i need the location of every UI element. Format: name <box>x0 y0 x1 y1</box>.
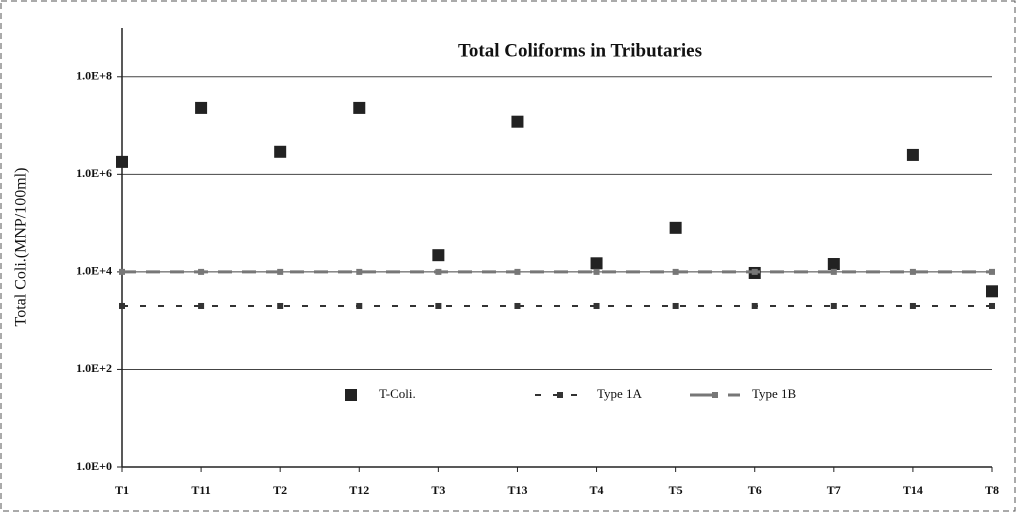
data-point <box>116 155 128 168</box>
data-point <box>909 302 916 309</box>
data-point <box>274 145 287 158</box>
data-point <box>830 302 837 309</box>
data-point <box>590 257 603 270</box>
y-tick-label: 1.0E+4 <box>76 264 112 278</box>
x-tick-label: T2 <box>273 483 287 497</box>
data-point <box>593 268 600 275</box>
x-tick-label: T3 <box>431 483 445 497</box>
x-tick-label: T6 <box>748 483 762 497</box>
data-point <box>511 115 524 128</box>
data-point <box>432 249 445 262</box>
legend-marker <box>712 392 718 398</box>
data-point <box>356 268 363 275</box>
data-point <box>827 258 840 271</box>
y-tick-label: 1.0E+8 <box>76 69 112 83</box>
data-point <box>593 302 600 309</box>
data-point <box>198 268 205 275</box>
data-point <box>195 101 208 114</box>
data-point <box>277 302 284 309</box>
data-point <box>909 268 916 275</box>
chart-title: Total Coliforms in Tributaries <box>458 40 702 61</box>
data-point <box>906 148 919 161</box>
data-point <box>669 221 682 234</box>
legend-label: T-Coli. <box>379 386 416 401</box>
x-tick-label: T14 <box>903 483 923 497</box>
data-point <box>119 268 125 275</box>
data-point <box>989 302 995 309</box>
x-tick-label: T12 <box>349 483 369 497</box>
data-point <box>514 268 521 275</box>
data-point <box>435 268 442 275</box>
x-tick-label: T11 <box>191 483 210 497</box>
x-tick-label: T8 <box>985 483 999 497</box>
legend-marker <box>345 389 357 401</box>
data-point <box>356 302 363 309</box>
data-point <box>198 302 205 309</box>
y-axis-label: Total Coli.(MNP/100ml) <box>13 168 30 327</box>
x-tick-label: T7 <box>827 483 841 497</box>
y-tick-label: 1.0E+6 <box>76 166 112 180</box>
data-point <box>986 285 998 298</box>
y-tick-label: 1.0E+2 <box>76 361 112 375</box>
data-point <box>830 268 837 275</box>
data-point <box>989 268 995 275</box>
data-point <box>672 302 679 309</box>
legend-marker <box>557 392 563 398</box>
data-point <box>277 268 284 275</box>
y-tick-label: 1.0E+0 <box>76 459 112 473</box>
data-point <box>751 268 758 275</box>
data-point <box>435 302 442 309</box>
legend-label: Type 1B <box>752 386 797 401</box>
x-tick-label: T1 <box>115 483 129 497</box>
data-point <box>672 268 679 275</box>
x-tick-label: T13 <box>507 483 527 497</box>
x-tick-label: T5 <box>669 483 683 497</box>
legend-label: Type 1A <box>597 386 643 401</box>
data-point <box>751 302 758 309</box>
x-tick-label: T4 <box>590 483 604 497</box>
data-point <box>514 302 521 309</box>
data-point <box>119 302 125 309</box>
data-point <box>353 101 366 114</box>
